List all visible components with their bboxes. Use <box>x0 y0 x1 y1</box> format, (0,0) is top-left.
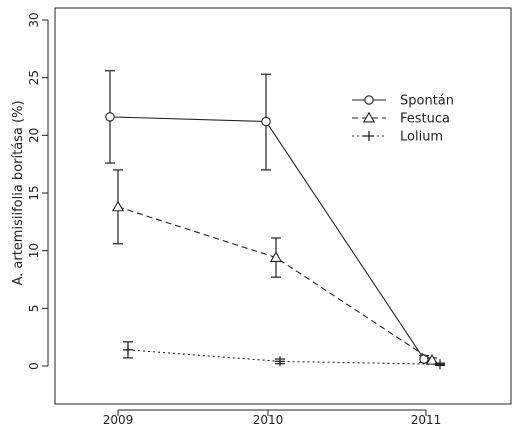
legend-label: Festuca <box>400 112 450 127</box>
data-point <box>425 353 439 365</box>
x-tick-label: 2011 <box>411 413 442 426</box>
series-spontán <box>105 70 429 364</box>
x-tick-label: 2010 <box>253 413 284 426</box>
series-lolium <box>123 341 445 370</box>
y-tick-label: 25 <box>27 70 41 85</box>
legend: Spontán Festuca Lolium <box>352 94 454 145</box>
y-axis-label: A. artemisiifolia borítása (%) <box>11 100 26 285</box>
data-point <box>105 112 115 122</box>
series-line <box>109 116 425 360</box>
series-group <box>105 70 445 370</box>
axes: 0 5 10 15 20 25 30 A. artemisiifolia borítása (… <box>11 7 512 426</box>
y-tick-label: 5 <box>27 305 41 313</box>
legend-item-spontán: Spontán <box>352 94 454 109</box>
y-tick-label: 30 <box>27 12 41 27</box>
data-point <box>419 354 429 364</box>
data-point <box>123 344 133 355</box>
legend-marker <box>362 111 376 123</box>
legend-label: Spontán <box>400 94 454 109</box>
legend-marker <box>364 131 374 141</box>
y-tick-label: 20 <box>27 128 41 143</box>
x-tick-label: 2009 <box>103 413 134 426</box>
y-tick-label: 15 <box>27 185 41 200</box>
legend-item-lolium: Lolium <box>352 130 443 145</box>
series-line <box>127 349 441 365</box>
data-point <box>275 356 285 367</box>
series-line <box>117 206 433 361</box>
legend-marker <box>364 95 374 105</box>
data-point <box>269 251 283 263</box>
series-festuca <box>111 169 439 365</box>
data-point <box>111 200 125 212</box>
data-point <box>435 359 445 370</box>
y-tick-label: 10 <box>27 243 41 258</box>
legend-item-festuca: Festuca <box>352 112 450 127</box>
legend-label: Lolium <box>400 130 443 145</box>
data-point <box>261 116 271 127</box>
plot-frame <box>54 7 512 405</box>
y-tick-label: 0 <box>27 362 41 370</box>
